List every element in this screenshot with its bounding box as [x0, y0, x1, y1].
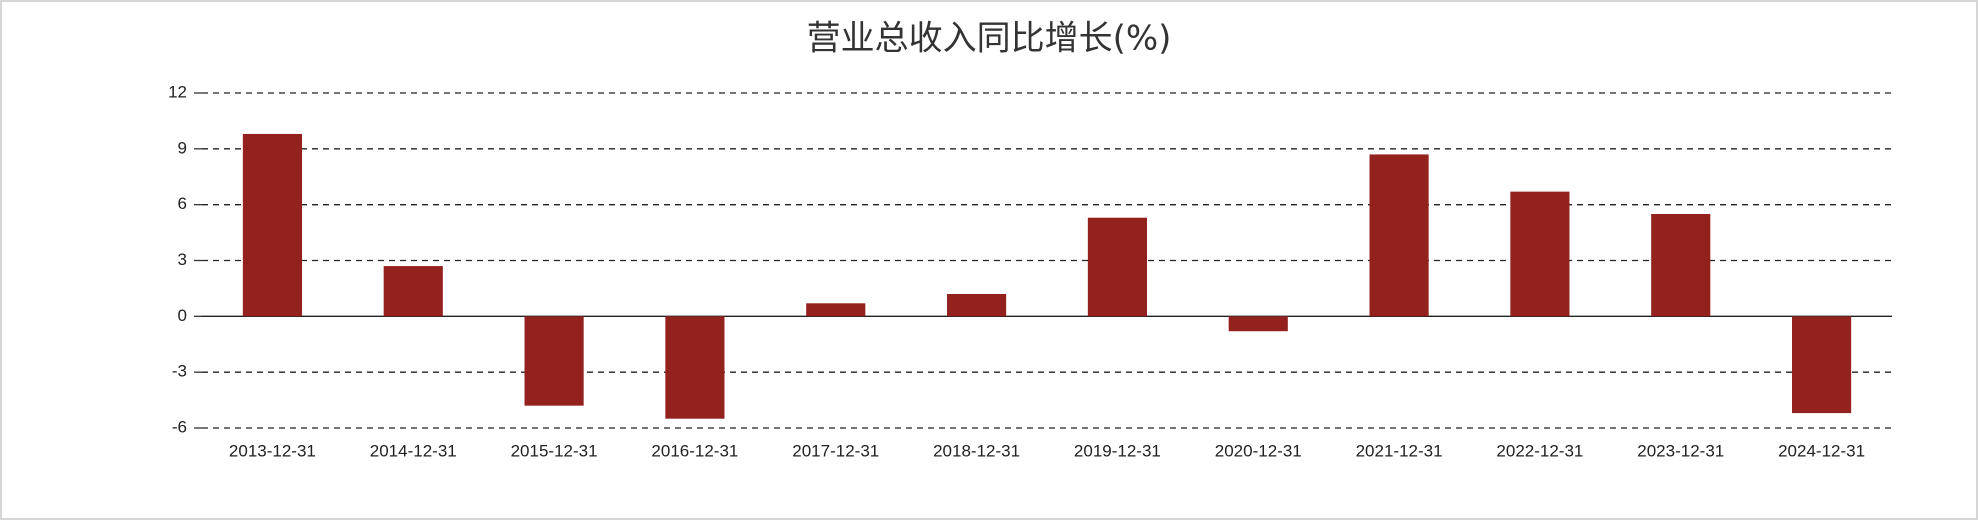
bar [383, 266, 443, 317]
y-tick-label: 12 [168, 82, 187, 101]
x-tick-label: 2021-12-31 [1356, 441, 1443, 460]
x-tick-label: 2015-12-31 [511, 441, 598, 460]
x-tick-label: 2023-12-31 [1637, 441, 1724, 460]
y-tick-label: 9 [178, 138, 187, 157]
x-tick-label: 2019-12-31 [1074, 441, 1161, 460]
bar [1369, 154, 1429, 317]
bar [1228, 316, 1288, 332]
y-tick-label: 0 [178, 306, 187, 325]
bar [1087, 217, 1147, 317]
x-tick-label: 2014-12-31 [370, 441, 457, 460]
bar [665, 316, 725, 419]
x-tick-label: 2024-12-31 [1778, 441, 1865, 460]
y-tick-label: 6 [178, 194, 187, 213]
x-tick-label: 2018-12-31 [933, 441, 1020, 460]
x-tick-label: 2013-12-31 [229, 441, 316, 460]
x-tick-label: 2016-12-31 [651, 441, 738, 460]
bar [947, 294, 1007, 317]
x-tick-label: 2017-12-31 [792, 441, 879, 460]
y-tick-label: -3 [172, 362, 187, 381]
bar [524, 316, 584, 406]
bar [1510, 191, 1570, 317]
y-tick-label: 3 [178, 250, 187, 269]
y-tick-label: -6 [172, 417, 187, 436]
bar [1792, 316, 1852, 414]
chart-title: 营业总收入同比增长(%) [807, 19, 1172, 59]
bar [242, 133, 302, 317]
bar [1651, 213, 1711, 317]
x-tick-label: 2022-12-31 [1496, 441, 1583, 460]
bar [806, 303, 866, 317]
x-tick-label: 2020-12-31 [1215, 441, 1302, 460]
